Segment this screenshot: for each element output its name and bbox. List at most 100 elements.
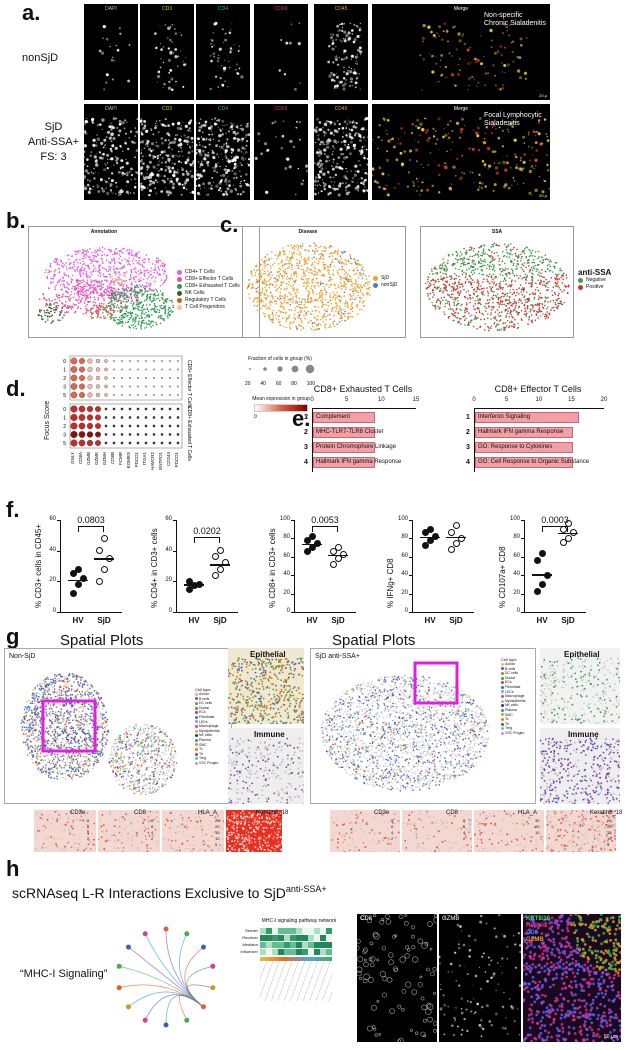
- celltype-label: LECs: [505, 689, 514, 694]
- signaling-cell: [320, 948, 326, 955]
- dot-chart-xlabel: SjD: [449, 616, 463, 625]
- channel-label: DAPI: [105, 6, 117, 12]
- annotation-legend-item: T Cell Progenitors: [177, 304, 240, 311]
- celltype-dot: [501, 676, 504, 680]
- legend-dot: [177, 284, 182, 289]
- signaling-role-row: Sender: [236, 927, 342, 934]
- signaling-axis-labels: [260, 961, 332, 1001]
- celltype-dot: [501, 708, 504, 712]
- annotation-legend-item: CD8+ Effector T Cells: [177, 276, 240, 283]
- enrichment-left-yaxis: [312, 408, 313, 472]
- enrichment-exhausted: CD8+ Exhausted T Cells 0 5 10 15 1 Complement 2…: [304, 384, 428, 474]
- dotplot-dot: [136, 416, 140, 419]
- celltype-dot: [501, 690, 504, 694]
- heatmap-tick: 10: [215, 836, 220, 841]
- dotplot-top-group: CD8+ Effector T Cells: [186, 360, 192, 409]
- signaling-role-row: Receiver: [236, 934, 342, 941]
- dotplot-dot: [160, 416, 164, 419]
- heatmap-tick: 2: [463, 836, 466, 841]
- signaling-cell: [308, 941, 314, 948]
- dotplot-dot: [113, 385, 115, 388]
- micrograph-channel-label: CD8: [360, 916, 373, 922]
- celltype-dot: [195, 743, 198, 747]
- dotplot-dot: [86, 422, 94, 430]
- dotplot-gene-label: GZMH: [102, 452, 107, 465]
- merge-legend-item: KRT8/18: [526, 916, 551, 922]
- dotplot-dot: [128, 416, 132, 419]
- dot-chart-bracket: [312, 526, 338, 532]
- signaling-cell: [314, 941, 320, 948]
- dotplot-dot: [104, 376, 108, 380]
- channel-label: CD69: [274, 106, 288, 112]
- dotplot-dot: [113, 360, 115, 362]
- dot-chart-ytick-mark: [409, 538, 412, 540]
- dotplot-dot: [95, 367, 101, 372]
- celltype-dot: [195, 738, 198, 742]
- signaling-cell: [302, 948, 308, 955]
- dotplot-row-label: 0: [63, 359, 66, 365]
- spatial-left-sample: Non-SjD: [9, 653, 36, 660]
- dotplot-dot: [113, 368, 115, 371]
- dotplot-dot: [169, 368, 171, 371]
- dot-chart-bracket: [542, 526, 568, 532]
- heatmap-tick: 8: [463, 818, 466, 823]
- dotplot-dot: [145, 377, 147, 379]
- heatmap-label: Keratin8_18: [256, 810, 289, 816]
- signaling-cell: [266, 948, 272, 955]
- dot-chart-point: [564, 520, 572, 528]
- celltype-label: Treg: [505, 726, 513, 731]
- signaling-role-row: Mediator: [236, 941, 342, 948]
- dotplot-dot: [152, 441, 156, 445]
- celltype-label: Myoepithelial: [199, 728, 220, 733]
- dot-chart-ytick: 20: [401, 589, 408, 596]
- dotplot-dot: [168, 433, 172, 436]
- celltype-legend-title: Cell type: [501, 657, 517, 662]
- heatmap-texture: [331, 810, 400, 852]
- dotplot-gene-label: CD8A: [78, 452, 83, 464]
- signaling-cell: [290, 927, 296, 934]
- dotplot-dot: [70, 357, 78, 365]
- merge-caption-row2: Focal Lymphocytic Sialadenitis: [484, 112, 542, 127]
- dot-chart-2: % CD8+ in CD3+ cells 0 20 40 60 80 100 HV SjD 0.0…: [268, 512, 378, 636]
- signaling-cell: [272, 948, 278, 955]
- dot-chart-ytick: 20: [283, 589, 290, 596]
- panel-h-title-main: scRNAseq L-R Interactions Exclusive to S…: [12, 884, 286, 901]
- dot-chart-point: [457, 534, 465, 542]
- dot-chart-ylabel: % CD4+ in CD3+ cells: [150, 528, 159, 608]
- size-legend-dot: [263, 367, 267, 371]
- dot-chart-point: [216, 547, 224, 555]
- panel-h-title-sup: anti-SSA+: [285, 884, 327, 894]
- dotplot-dot: [79, 358, 85, 364]
- dotplot-dot: [79, 392, 85, 398]
- dot-chart-ytick-mark: [57, 550, 60, 552]
- dot-chart-point: [308, 544, 316, 552]
- dotplot-dot: [137, 394, 139, 396]
- dotplot-dot: [87, 392, 93, 398]
- signaling-cell: [266, 941, 272, 948]
- panel-g-label: g: [6, 624, 20, 649]
- size-tick: 100: [306, 381, 316, 387]
- size-legend-dot: [305, 364, 315, 374]
- dotplot-dot: [169, 377, 171, 379]
- celltype-label: B cells: [199, 696, 210, 701]
- dot-chart-point: [426, 536, 434, 544]
- celltype-label: Ductal: [199, 705, 209, 710]
- celltype-legend-item: Th: [195, 752, 219, 757]
- annotation-legend-item: CD8+ Exhausted T Cells: [177, 283, 240, 290]
- dotplot-dot: [70, 391, 78, 399]
- dotplot-dot: [176, 407, 180, 411]
- disease-legend-item: SjD: [373, 275, 397, 282]
- heatmap-tick: 6: [463, 824, 466, 829]
- signaling-role-label: Sender: [245, 928, 258, 933]
- celltype-dot: [501, 713, 504, 717]
- spatial-right-sample: SjD anti-SSA+: [315, 653, 360, 660]
- dot-chart-point: [185, 585, 193, 593]
- ssa-legend: anti-SSA Negative Positive: [578, 268, 611, 291]
- panel-h-label: h: [6, 856, 20, 881]
- signaling-cell: [320, 927, 326, 934]
- dotplot-row-label: 5: [63, 441, 66, 447]
- heatmap-texture: [162, 810, 224, 852]
- dotplot-dot: [161, 385, 163, 388]
- size-legend-dots: [249, 364, 315, 374]
- dot-chart-point: [211, 571, 219, 579]
